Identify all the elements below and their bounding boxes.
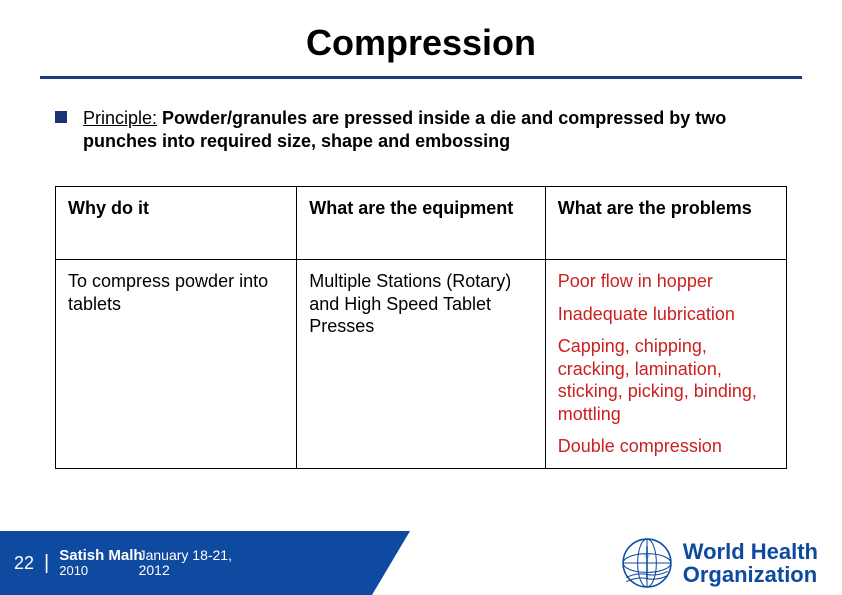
footer-blue-band: 22 | Satish Malh 2010 January 18-21, 201… xyxy=(0,531,410,595)
author-year: 2010 xyxy=(59,564,142,578)
content-table: Why do it What are the equipment What ar… xyxy=(55,186,787,469)
slide: Compression Principle: Powder/granules a… xyxy=(0,0,842,595)
problem-item: Double compression xyxy=(558,435,774,458)
principle-label: Principle: xyxy=(83,108,157,128)
footer-date: January 18-21, 2012 xyxy=(139,548,232,579)
principle-bullet: Principle: Powder/granules are pressed i… xyxy=(55,107,787,152)
table-row: To compress powder into tablets Multiple… xyxy=(56,260,787,469)
who-line1: World Health xyxy=(683,540,818,563)
date-line1: January 18-21, xyxy=(139,547,232,563)
cell-problems: Poor flow in hopper Inadequate lubricati… xyxy=(545,260,786,469)
problem-item: Capping, chipping, cracking, lamination,… xyxy=(558,335,774,425)
table-header-row: Why do it What are the equipment What ar… xyxy=(56,187,787,260)
cell-equipment: Multiple Stations (Rotary) and High Spee… xyxy=(297,260,546,469)
who-emblem-icon xyxy=(621,537,673,589)
bullet-icon xyxy=(55,111,67,123)
who-text: World Health Organization xyxy=(683,540,818,586)
page-number: 22 xyxy=(14,553,34,574)
header-problems: What are the problems xyxy=(545,187,786,260)
footer-divider: | xyxy=(44,552,49,575)
footer-author: Satish Malh 2010 xyxy=(59,548,142,579)
who-logo: World Health Organization xyxy=(621,537,818,589)
slide-body: Principle: Powder/granules are pressed i… xyxy=(0,79,842,469)
slide-title: Compression xyxy=(0,0,842,76)
footer: 22 | Satish Malh 2010 January 18-21, 201… xyxy=(0,531,842,595)
problem-item: Inadequate lubrication xyxy=(558,303,774,326)
problem-item: Poor flow in hopper xyxy=(558,270,774,293)
cell-why: To compress powder into tablets xyxy=(56,260,297,469)
principle-text: Principle: Powder/granules are pressed i… xyxy=(83,107,787,152)
header-equipment: What are the equipment xyxy=(297,187,546,260)
who-line2: Organization xyxy=(683,563,818,586)
date-line2: 2012 xyxy=(139,562,170,578)
header-why: Why do it xyxy=(56,187,297,260)
principle-body: Powder/granules are pressed inside a die… xyxy=(83,108,726,151)
author-name: Satish Malh xyxy=(59,547,142,564)
